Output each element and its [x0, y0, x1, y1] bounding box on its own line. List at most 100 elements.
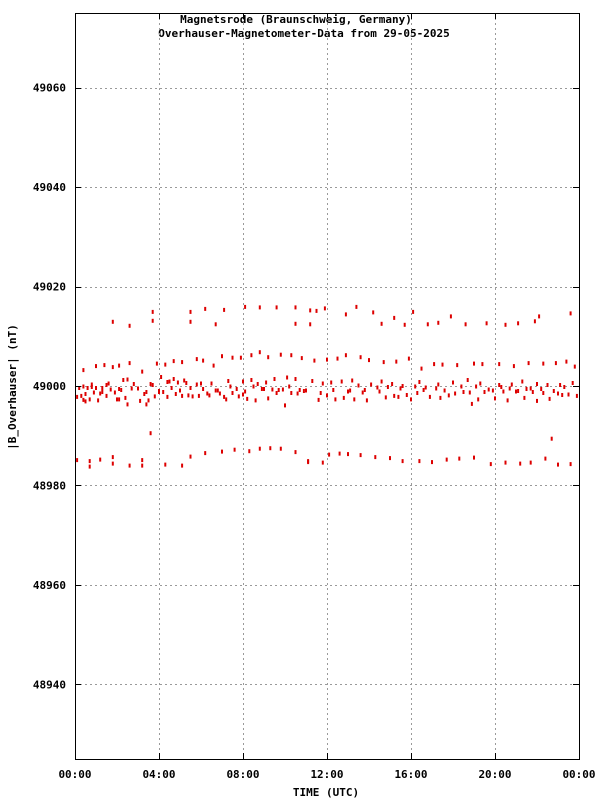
x-tick-label: 04:00: [142, 768, 175, 781]
data-point: [536, 398, 538, 403]
data-point: [512, 364, 515, 369]
data-point: [368, 358, 370, 363]
data-point: [344, 312, 347, 317]
data-point: [479, 381, 482, 386]
data-point: [113, 390, 116, 395]
data-point: [275, 391, 278, 395]
data-point: [557, 391, 559, 396]
data-point: [168, 379, 171, 384]
data-point: [189, 454, 192, 459]
data-point: [485, 321, 488, 326]
data-point: [546, 383, 549, 387]
data-point: [353, 397, 356, 402]
data-point: [197, 393, 200, 398]
data-point: [271, 387, 274, 392]
data-point: [124, 395, 127, 400]
data-point: [389, 456, 391, 461]
data-point: [239, 355, 242, 360]
data-point: [391, 382, 394, 386]
grid: [75, 13, 579, 759]
data-point: [97, 398, 100, 403]
data-point: [214, 388, 217, 393]
data-point: [521, 379, 524, 384]
data-point: [361, 390, 364, 395]
data-point: [441, 362, 444, 367]
data-point: [487, 387, 490, 392]
data-point: [208, 393, 211, 398]
data-point: [260, 387, 263, 391]
data-point: [151, 318, 154, 323]
data-point: [332, 388, 335, 392]
data-point: [510, 382, 513, 387]
data-point: [418, 380, 421, 384]
data-point: [225, 397, 228, 402]
data-point: [420, 366, 423, 371]
y-tick-label: 48980: [33, 479, 66, 492]
data-point: [527, 361, 530, 366]
data-point: [189, 309, 192, 314]
data-point: [185, 381, 188, 385]
data-point: [401, 384, 404, 388]
data-point: [338, 451, 341, 456]
y-tick-label: 49000: [33, 380, 66, 393]
data-point: [90, 385, 93, 389]
data-point: [92, 390, 95, 395]
data-point: [281, 387, 284, 392]
data-point: [552, 389, 555, 393]
data-point: [557, 462, 559, 467]
data-point: [204, 306, 207, 311]
data-point: [351, 378, 354, 383]
data-point: [447, 393, 450, 398]
data-point: [242, 379, 244, 384]
data-point: [491, 388, 494, 393]
data-point: [569, 462, 572, 467]
data-point: [315, 308, 318, 313]
data-point: [122, 378, 125, 382]
data-point: [569, 311, 572, 316]
data-point: [263, 387, 265, 391]
data-point: [153, 394, 156, 399]
data-point: [554, 361, 557, 366]
data-point: [399, 386, 402, 391]
data-point: [443, 388, 446, 393]
data-point: [111, 319, 114, 324]
data-point: [540, 387, 543, 391]
y-tick-label: 49040: [33, 181, 66, 194]
data-point: [288, 384, 291, 389]
data-point: [340, 379, 343, 384]
data-point: [508, 386, 511, 391]
data-point: [561, 393, 564, 397]
data-point: [82, 397, 85, 402]
data-point: [349, 388, 352, 393]
data-point: [359, 453, 362, 458]
data-point: [267, 396, 270, 401]
data-point: [519, 461, 522, 466]
data-point: [82, 368, 85, 373]
data-point: [305, 388, 307, 393]
data-point: [126, 377, 129, 382]
data-point: [439, 395, 442, 400]
x-axis-label: TIME (UTC): [293, 786, 359, 799]
data-point: [103, 363, 106, 368]
data-point: [382, 360, 385, 365]
data-point: [221, 449, 223, 454]
data-point: [120, 388, 123, 392]
data-point: [118, 387, 121, 391]
data-point: [300, 356, 303, 361]
data-point: [265, 380, 268, 385]
data-point: [116, 397, 118, 402]
y-tick-label: 48940: [33, 678, 66, 691]
data-point: [326, 357, 328, 362]
data-point: [403, 322, 406, 327]
data-point: [128, 323, 131, 328]
data-point: [533, 319, 536, 324]
data-point: [248, 449, 251, 454]
data-point: [88, 459, 91, 464]
data-point: [426, 322, 429, 327]
data-point: [296, 391, 299, 396]
data-point: [279, 446, 282, 451]
data-point: [428, 394, 431, 399]
data-point: [307, 460, 310, 465]
data-point: [529, 386, 532, 391]
data-point: [84, 392, 87, 396]
